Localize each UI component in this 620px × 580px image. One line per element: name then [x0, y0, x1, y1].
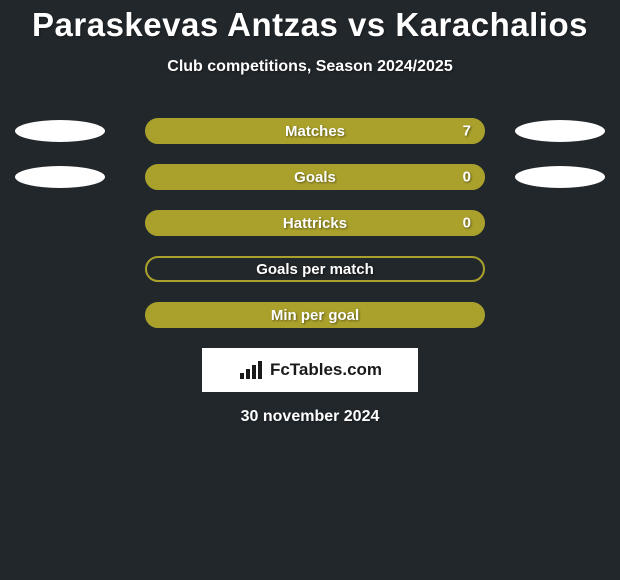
- stat-value: 0: [463, 169, 471, 186]
- brand-text: FcTables.com: [270, 360, 382, 380]
- bars-icon: [238, 359, 264, 381]
- right-spacer: [515, 304, 605, 326]
- left-ellipse: [15, 120, 105, 142]
- stat-row: Goals per match: [0, 256, 620, 282]
- stat-bar: Goals 0: [145, 164, 485, 190]
- left-spacer: [15, 304, 105, 326]
- stat-bar: Hattricks 0: [145, 210, 485, 236]
- stat-label: Hattricks: [283, 215, 347, 232]
- right-spacer: [515, 212, 605, 234]
- left-ellipse: [15, 166, 105, 188]
- stat-label: Min per goal: [271, 307, 359, 324]
- stat-label: Matches: [285, 123, 345, 140]
- stat-row: Min per goal: [0, 302, 620, 328]
- stat-rows: Matches 7 Goals 0 Hattricks 0 Goals per match M…: [0, 118, 620, 328]
- stat-row: Hattricks 0: [0, 210, 620, 236]
- stat-bar: Goals per match: [145, 256, 485, 282]
- right-ellipse: [515, 166, 605, 188]
- footer-date: 30 november 2024: [0, 408, 620, 426]
- brand-box: FcTables.com: [202, 348, 418, 392]
- right-spacer: [515, 258, 605, 280]
- stat-value: 7: [463, 123, 471, 140]
- stat-row: Matches 7: [0, 118, 620, 144]
- page-title: Paraskevas Antzas vs Karachalios: [0, 0, 620, 44]
- right-ellipse: [515, 120, 605, 142]
- stat-bar: Matches 7: [145, 118, 485, 144]
- stat-label: Goals: [294, 169, 336, 186]
- left-spacer: [15, 212, 105, 234]
- comparison-infographic: Paraskevas Antzas vs Karachalios Club co…: [0, 0, 620, 580]
- stat-bar: Min per goal: [145, 302, 485, 328]
- stat-label: Goals per match: [256, 261, 374, 278]
- left-spacer: [15, 258, 105, 280]
- stat-row: Goals 0: [0, 164, 620, 190]
- stat-value: 0: [463, 215, 471, 232]
- page-subtitle: Club competitions, Season 2024/2025: [0, 58, 620, 76]
